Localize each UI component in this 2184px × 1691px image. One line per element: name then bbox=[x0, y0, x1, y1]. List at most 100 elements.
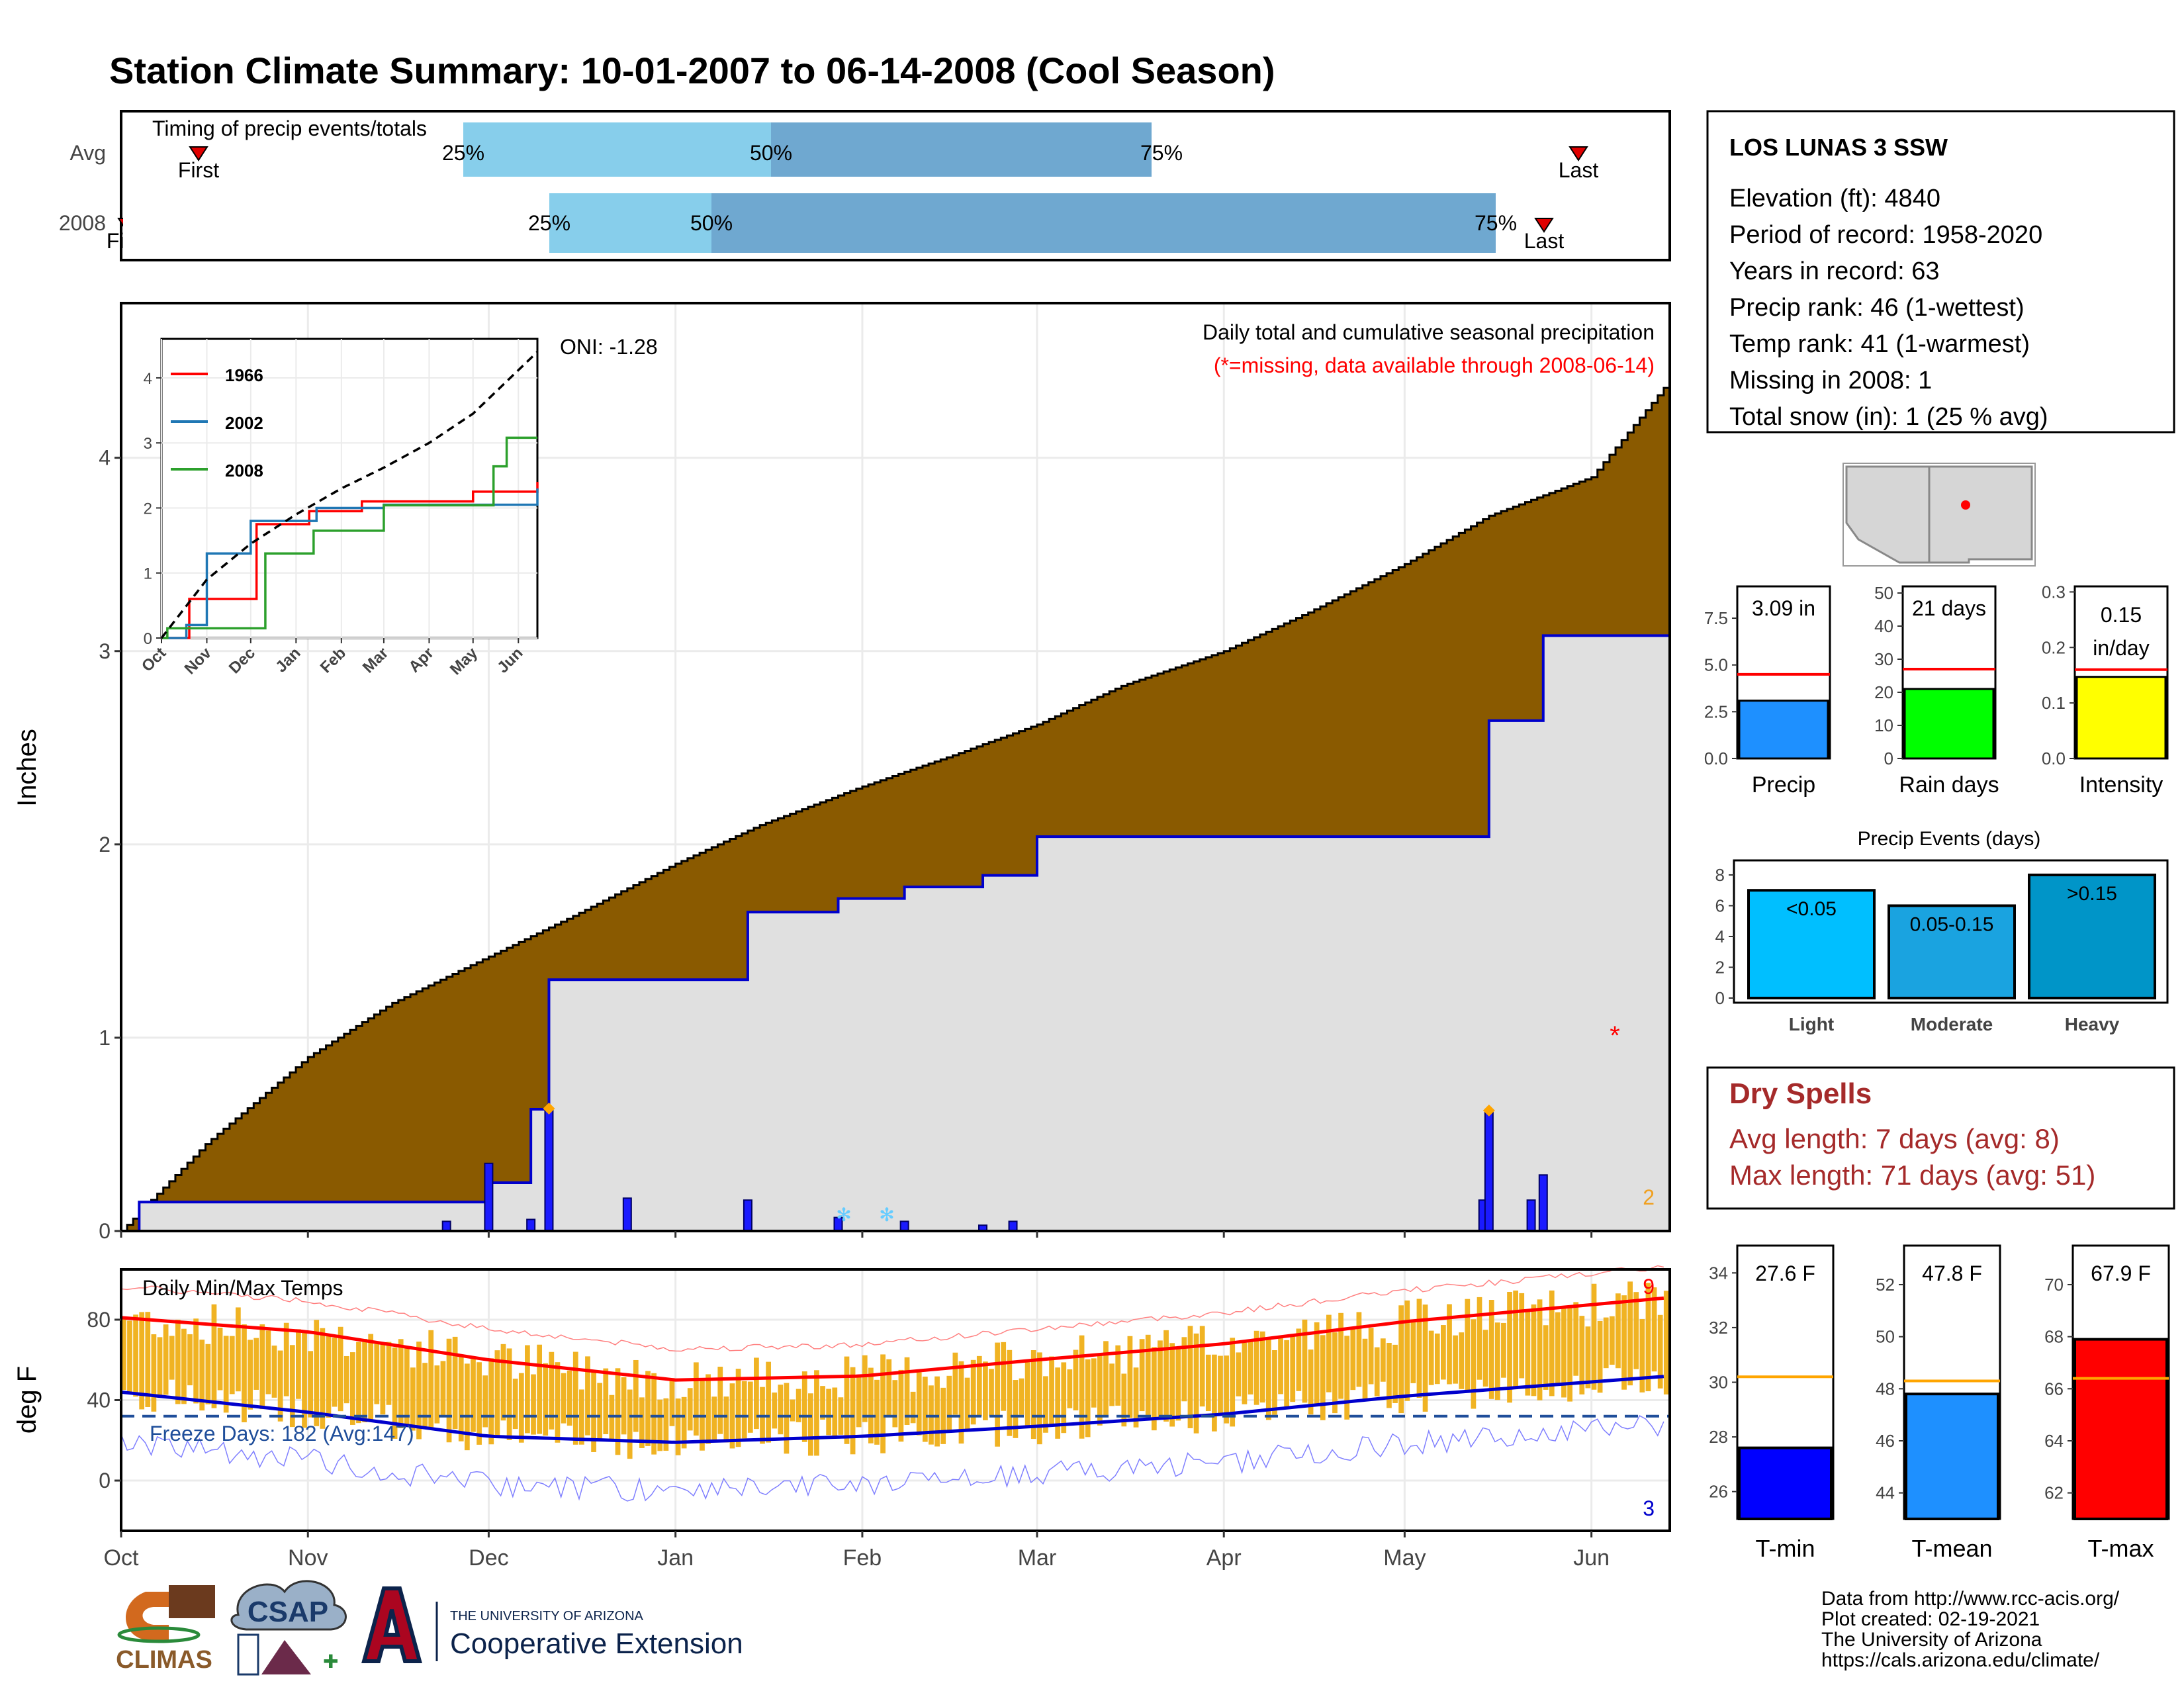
temp-range-bar bbox=[320, 1328, 326, 1429]
events-bar-label: >0.15 bbox=[2067, 883, 2117, 905]
temp-summary-bar-t-mean bbox=[1905, 1393, 1999, 1520]
temp-range-bar bbox=[1085, 1359, 1091, 1438]
temp-range-bar bbox=[1043, 1376, 1048, 1433]
temp-range-bar bbox=[1368, 1328, 1374, 1385]
temp-range-bar bbox=[729, 1383, 735, 1449]
footer-url: https://cals.arizona.edu/climate/ bbox=[1821, 1649, 2100, 1671]
timing-2008-75-label: 75% bbox=[1475, 211, 1517, 235]
mini-x-label: Rain days bbox=[1899, 772, 1999, 798]
temp-range-bar bbox=[1013, 1380, 1019, 1438]
temp-range-bar bbox=[1453, 1335, 1458, 1384]
temp-range-bar bbox=[1531, 1304, 1537, 1396]
temp-ytick-label: 40 bbox=[87, 1389, 111, 1412]
temp-range-bar bbox=[349, 1352, 355, 1425]
temp-range-bar bbox=[242, 1324, 247, 1422]
temp-range-bar bbox=[1447, 1304, 1452, 1385]
timing-row-label-avg: Avg bbox=[69, 141, 106, 165]
events-ytick-label: 2 bbox=[1715, 957, 1725, 977]
temp-summary-x-label: T-mean bbox=[1911, 1535, 1992, 1562]
temp-range-bar bbox=[820, 1386, 825, 1420]
footer-data-source: Data from http://www.rcc-acis.org/ bbox=[1821, 1588, 2120, 1610]
inset-ytick-label: 2 bbox=[144, 500, 152, 518]
temp-range-bar bbox=[169, 1336, 175, 1380]
station-missing: Missing in 2008: 1 bbox=[1729, 367, 1932, 394]
temp-range-bar bbox=[970, 1359, 976, 1425]
temp-range-bar bbox=[416, 1342, 422, 1440]
temp-range-bar bbox=[1253, 1330, 1259, 1405]
temp-range-bar bbox=[1212, 1354, 1217, 1432]
month-label: Dec bbox=[469, 1545, 508, 1571]
events-bar-moderate bbox=[1888, 904, 2016, 999]
timing-avg-25-50-bar bbox=[463, 122, 771, 177]
temp-range-bar bbox=[1030, 1350, 1036, 1440]
temp-range-bar bbox=[754, 1357, 759, 1430]
temp-summary-value-label: 27.6 F bbox=[1755, 1261, 1815, 1285]
temp-range-bar bbox=[1151, 1347, 1157, 1431]
month-label: Nov bbox=[288, 1545, 328, 1571]
temp-range-bar bbox=[525, 1345, 530, 1434]
legend-label-2008: 2008 bbox=[225, 461, 263, 480]
temp-range-bar bbox=[477, 1362, 482, 1445]
precip-ytick-label: 4 bbox=[99, 446, 111, 470]
station-snow: Total snow (in): 1 (25 % avg) bbox=[1729, 403, 2048, 431]
temp-range-bar bbox=[1199, 1326, 1205, 1407]
timing-2008-last-label: Last bbox=[1524, 229, 1565, 253]
csap-cactus: ✚ bbox=[323, 1651, 338, 1672]
temp-range-bar bbox=[506, 1348, 512, 1440]
locator-map bbox=[1843, 463, 2036, 567]
temp-range-bar bbox=[976, 1355, 982, 1416]
temp-range-bar bbox=[1314, 1322, 1320, 1406]
temp-range-bar bbox=[229, 1336, 235, 1394]
temp-range-bar bbox=[1477, 1297, 1482, 1380]
temp-range-bar bbox=[368, 1334, 374, 1420]
mini-ytick-label: 0 bbox=[1884, 749, 1893, 768]
events-bar-light bbox=[1747, 889, 1876, 1000]
temp-range-bar bbox=[248, 1340, 253, 1410]
daily-precip-bar bbox=[1008, 1220, 1018, 1232]
csap-logo: CSAP ✚ bbox=[230, 1580, 347, 1676]
temp-range-bar bbox=[537, 1344, 542, 1434]
temp-summary-ytick-label: 48 bbox=[1876, 1379, 1895, 1398]
temp-range-bar bbox=[308, 1351, 313, 1418]
temp-range-bar bbox=[603, 1368, 609, 1434]
temp-range-bar bbox=[1392, 1344, 1398, 1403]
timing-avg-50-75-bar bbox=[771, 122, 1152, 177]
temp-range-bar bbox=[772, 1393, 778, 1429]
temp-summary-ytick-label: 34 bbox=[1709, 1263, 1728, 1283]
temp-range-bar bbox=[681, 1396, 687, 1449]
temp-range-bar bbox=[669, 1378, 675, 1426]
oni-value: ONI: -1.28 bbox=[560, 335, 658, 359]
timing-avg-last-marker bbox=[1569, 146, 1588, 161]
temp-range-bar bbox=[543, 1363, 549, 1436]
temp-range-bar bbox=[844, 1356, 850, 1444]
temp-range-bar bbox=[133, 1314, 138, 1397]
temp-range-bar bbox=[723, 1396, 729, 1443]
temp-summary-ytick-label: 46 bbox=[1876, 1431, 1895, 1451]
temp-range-bar bbox=[826, 1389, 832, 1436]
temp-range-bar bbox=[392, 1348, 398, 1439]
temp-range-bar bbox=[1230, 1338, 1236, 1427]
temp-range-bar bbox=[910, 1391, 916, 1424]
station-temp-rank: Temp rank: 41 (1-warmest) bbox=[1729, 330, 2030, 358]
events-category-label: Heavy bbox=[2065, 1014, 2120, 1034]
timing-avg-first-label: First bbox=[178, 158, 219, 182]
mini-ytick-label: 10 bbox=[1874, 715, 1893, 735]
temp-range-bar bbox=[163, 1324, 169, 1395]
temp-range-bar bbox=[886, 1359, 892, 1418]
temp-range-bar bbox=[205, 1344, 211, 1404]
temp-range-bar bbox=[211, 1304, 217, 1408]
temp-range-bar bbox=[663, 1398, 669, 1451]
temp-range-bar bbox=[958, 1361, 964, 1444]
month-label: Apr bbox=[1206, 1545, 1242, 1571]
temp-range-bar bbox=[567, 1370, 572, 1426]
temp-ytick-label: 0 bbox=[99, 1469, 111, 1492]
temp-summary-bar-t-max bbox=[2073, 1338, 2168, 1520]
temp-range-bar bbox=[1362, 1338, 1368, 1400]
daily-precip-bar bbox=[899, 1220, 909, 1232]
temp-range-bar bbox=[181, 1328, 187, 1404]
precip-panel: 0 1 2 3 4 Inches Daily total and cumulative … bbox=[13, 302, 1671, 1243]
temp-range-bar bbox=[428, 1330, 434, 1428]
avg-max-temp-line bbox=[120, 1296, 1664, 1382]
temp-range-bar bbox=[1326, 1314, 1332, 1393]
temp-range-bar bbox=[1265, 1338, 1271, 1420]
